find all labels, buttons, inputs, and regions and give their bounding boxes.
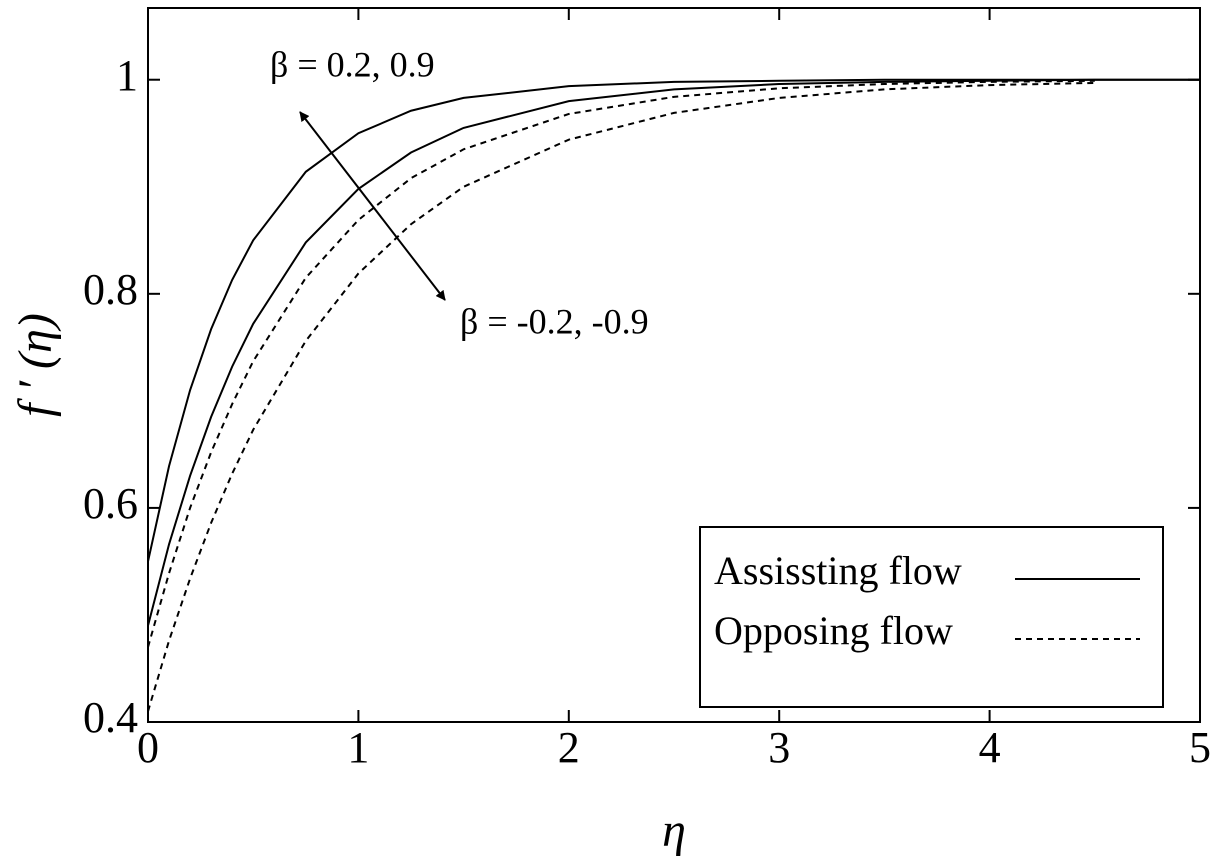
y-tick-label: 0.8 [83,265,138,314]
line-series [147,81,1095,712]
plot-frame [147,7,1201,723]
x-tick-label: 2 [558,723,580,772]
annotation: β = -0.2, -0.9 [460,301,649,341]
x-tick-label: 0 [137,723,159,772]
y-tick-label: 0.4 [83,693,138,742]
legend-label: Assissting flow [714,548,962,593]
legend-label: Opposing flow [714,608,953,653]
y-axis-label: f ′ (η) [9,313,62,417]
line-series [147,78,1200,562]
x-axis-label: η [662,804,686,857]
line-series [147,78,1200,626]
y-tick-label: 0.6 [83,479,138,528]
y-tick-label: 1 [116,51,138,100]
line-series [147,79,1095,648]
legend-box [699,526,1164,708]
arrow [299,111,446,301]
x-tick-label: 5 [1189,723,1211,772]
x-tick-label: 3 [768,723,790,772]
x-tick-label: 1 [347,723,369,772]
annotation: β = 0.2, 0.9 [270,44,435,84]
x-tick-label: 4 [979,723,1001,772]
